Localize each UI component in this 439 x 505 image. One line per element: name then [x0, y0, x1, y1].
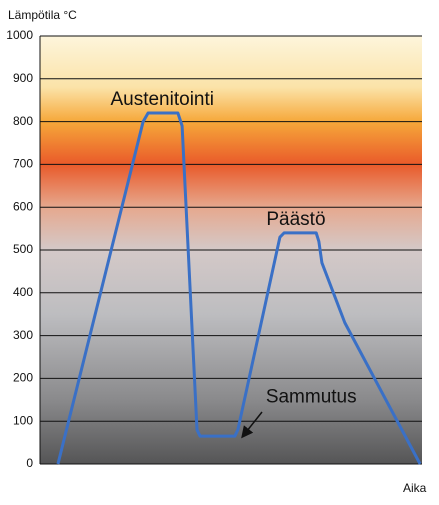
y-tick-label: 800	[13, 114, 33, 128]
annotation: Sammutus	[266, 387, 357, 408]
y-tick-label: 600	[13, 199, 33, 213]
y-tick-label: 900	[13, 71, 33, 85]
y-tick-label: 700	[13, 157, 33, 171]
y-tick-label: 100	[13, 413, 33, 427]
annotation: Päästö	[266, 209, 325, 230]
line	[56, 111, 422, 465]
x-axis-title: Aika	[403, 481, 427, 495]
y-tick-label: 200	[13, 371, 33, 385]
annotation: Austenitointi	[110, 89, 214, 110]
arrow	[241, 411, 263, 439]
y-tick-label: 500	[13, 242, 33, 256]
y-tick-label: 1000	[6, 28, 33, 42]
y-tick-label: 300	[13, 328, 33, 342]
y-tick-label: 0	[26, 456, 33, 470]
y-axis-title: Lämpötila °C	[8, 8, 77, 22]
y-tick-label: 400	[13, 285, 33, 299]
